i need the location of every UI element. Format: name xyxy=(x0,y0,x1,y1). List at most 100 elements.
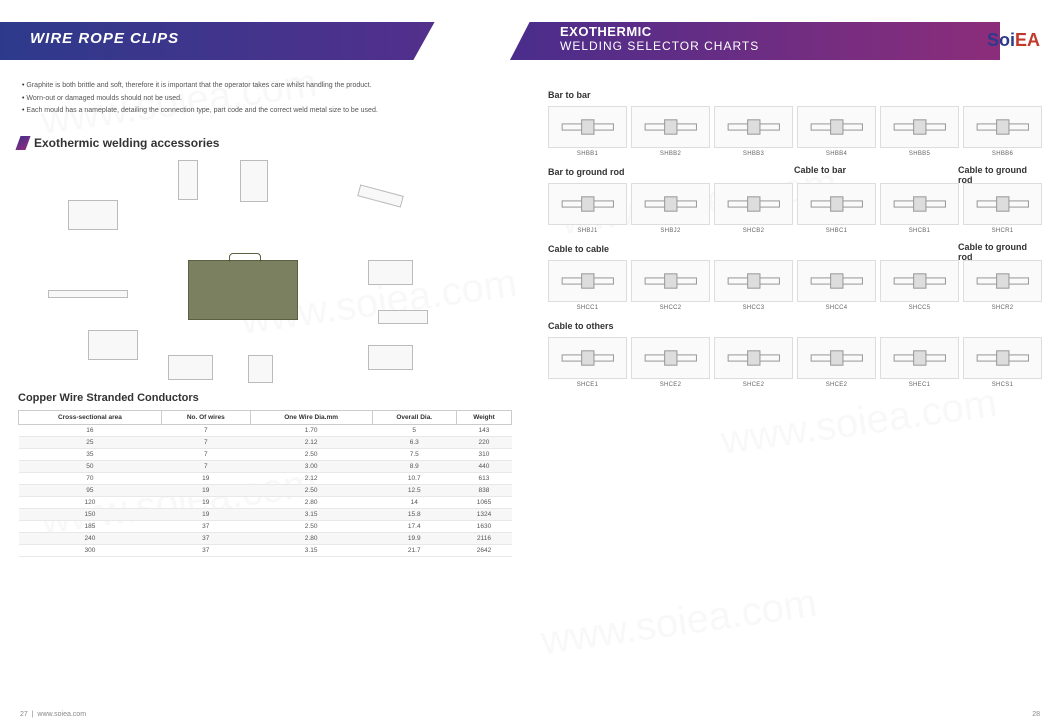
selector-item: SHCR2 xyxy=(963,260,1042,311)
table-header: Cross-sectional area xyxy=(19,410,162,424)
table-header: Weight xyxy=(456,410,511,424)
table-row: 2572.126.3220 xyxy=(19,436,512,448)
connection-diagram-icon xyxy=(548,337,627,379)
table-row: 5073.008.9440 xyxy=(19,460,512,472)
connection-diagram-icon xyxy=(963,183,1042,225)
selector-item: SHBB2 xyxy=(631,106,710,157)
table-cell: 21.7 xyxy=(372,544,456,556)
selector-section: Bar to barSHBB1SHBB2SHBB3SHBB4SHBB5SHBB6 xyxy=(548,90,1042,157)
container-icon xyxy=(240,160,268,202)
selector-row: Cable to barCable to ground rodSHBJ1SHBJ… xyxy=(548,183,1042,234)
table-cell: 5 xyxy=(372,424,456,436)
selector-section: Bar to ground rodCable to barCable to gr… xyxy=(548,167,1042,234)
selector-row: SHCE1SHCE2SHCE2SHCE2SHEC1SHCS1 xyxy=(548,337,1042,388)
table-cell: 2642 xyxy=(456,544,511,556)
selector-section-title: Bar to bar xyxy=(548,90,1042,100)
connection-diagram-icon xyxy=(714,337,793,379)
table-cell: 7 xyxy=(161,436,250,448)
table-cell: 14 xyxy=(372,496,456,508)
selector-subtitle: Cable to ground rod xyxy=(958,242,1042,262)
selector-item-label: SHBB2 xyxy=(631,151,710,157)
selector-item-label: SHCC2 xyxy=(631,305,710,311)
table-row: 70192.1210.7613 xyxy=(19,472,512,484)
selector-item: SHCC5 xyxy=(880,260,959,311)
table-cell: 2.50 xyxy=(250,484,372,496)
selector-item-label: SHBJ2 xyxy=(631,228,710,234)
table-cell: 37 xyxy=(161,532,250,544)
selector-item: SHCE2 xyxy=(631,337,710,388)
selector-item-label: SHCE2 xyxy=(797,382,876,388)
selector-item: SHBB6 xyxy=(963,106,1042,157)
connection-diagram-icon xyxy=(797,260,876,302)
selector-row: SHBB1SHBB2SHBB3SHBB4SHBB5SHBB6 xyxy=(548,106,1042,157)
table-cell: 2.80 xyxy=(250,532,372,544)
brush-icon xyxy=(378,310,428,324)
table-header: Overall Dia. xyxy=(372,410,456,424)
table-cell: 1630 xyxy=(456,520,511,532)
table-cell: 95 xyxy=(19,484,162,496)
connection-diagram-icon xyxy=(880,260,959,302)
selector-item-label: SHCS1 xyxy=(963,382,1042,388)
selector-item: SHCB2 xyxy=(714,183,793,234)
clamp-icon xyxy=(88,330,138,360)
right-footer: 28 xyxy=(1032,711,1040,718)
table-cell: 37 xyxy=(161,544,250,556)
selector-item-label: SHCR1 xyxy=(963,228,1042,234)
selector-item: SHCB1 xyxy=(880,183,959,234)
selector-item-label: SHCC1 xyxy=(548,305,627,311)
selector-item-label: SHCB2 xyxy=(714,228,793,234)
table-cell: 2.50 xyxy=(250,448,372,460)
table-cell: 7 xyxy=(161,448,250,460)
page-number: 28 xyxy=(1032,711,1040,718)
table-cell: 8.9 xyxy=(372,460,456,472)
table-row: 120192.80141065 xyxy=(19,496,512,508)
selector-item: SHBJ2 xyxy=(631,183,710,234)
connection-diagram-icon xyxy=(797,183,876,225)
connection-diagram-icon xyxy=(714,106,793,148)
tool-icon xyxy=(168,355,213,380)
glove-icon xyxy=(368,345,413,370)
table-cell: 150 xyxy=(19,508,162,520)
right-page-title: EXOTHERMIC WELDING SELECTOR CHARTS xyxy=(560,24,759,53)
selector-row: Cable to ground rodSHCC1SHCC2SHCC3SHCC4S… xyxy=(548,260,1042,311)
selector-item: SHCE2 xyxy=(797,337,876,388)
table-cell: 310 xyxy=(456,448,511,460)
table-row: 300373.1521.72642 xyxy=(19,544,512,556)
selector-item-label: SHBB1 xyxy=(548,151,627,157)
connection-diagram-icon xyxy=(548,260,627,302)
selector-item: SHCE1 xyxy=(548,337,627,388)
brand-logo: SoiEA xyxy=(987,30,1040,51)
connection-diagram-icon xyxy=(797,106,876,148)
table-cell: 37 xyxy=(161,520,250,532)
selector-item: SHBC1 xyxy=(797,183,876,234)
footer-url: www.soiea.com xyxy=(37,711,86,718)
catalog-spread: www.soiea.com www.soiea.com www.soiea.co… xyxy=(0,0,1060,724)
connection-diagram-icon xyxy=(880,183,959,225)
table-cell: 7 xyxy=(161,424,250,436)
table-cell: 15.8 xyxy=(372,508,456,520)
table-cell: 35 xyxy=(19,448,162,460)
selector-item-label: SHCC3 xyxy=(714,305,793,311)
table-cell: 19 xyxy=(161,472,250,484)
selector-section: Cable to othersSHCE1SHCE2SHCE2SHCE2SHEC1… xyxy=(548,321,1042,388)
selector-item-label: SHCC4 xyxy=(797,305,876,311)
selector-item-label: SHBJ1 xyxy=(548,228,627,234)
note-item: Each mould has a nameplate, detailing th… xyxy=(22,105,512,118)
table-cell: 70 xyxy=(19,472,162,484)
gas-cylinder-icon xyxy=(178,160,198,200)
selector-item: SHCC2 xyxy=(631,260,710,311)
clamp-tool-icon xyxy=(68,200,118,230)
selector-item: SHBB5 xyxy=(880,106,959,157)
table-cell: 17.4 xyxy=(372,520,456,532)
selector-item-label: SHCE2 xyxy=(631,382,710,388)
connection-diagram-icon xyxy=(714,183,793,225)
table-cell: 185 xyxy=(19,520,162,532)
selector-item: SHBB1 xyxy=(548,106,627,157)
table-cell: 2.12 xyxy=(250,436,372,448)
conductors-table: Cross-sectional areaNo. Of wiresOne Wire… xyxy=(18,410,512,557)
table-cell: 2.80 xyxy=(250,496,372,508)
connection-diagram-icon xyxy=(880,337,959,379)
rod-icon xyxy=(48,290,128,298)
selector-subtitle: Cable to ground rod xyxy=(958,165,1042,185)
toolbox-icon xyxy=(188,260,298,320)
